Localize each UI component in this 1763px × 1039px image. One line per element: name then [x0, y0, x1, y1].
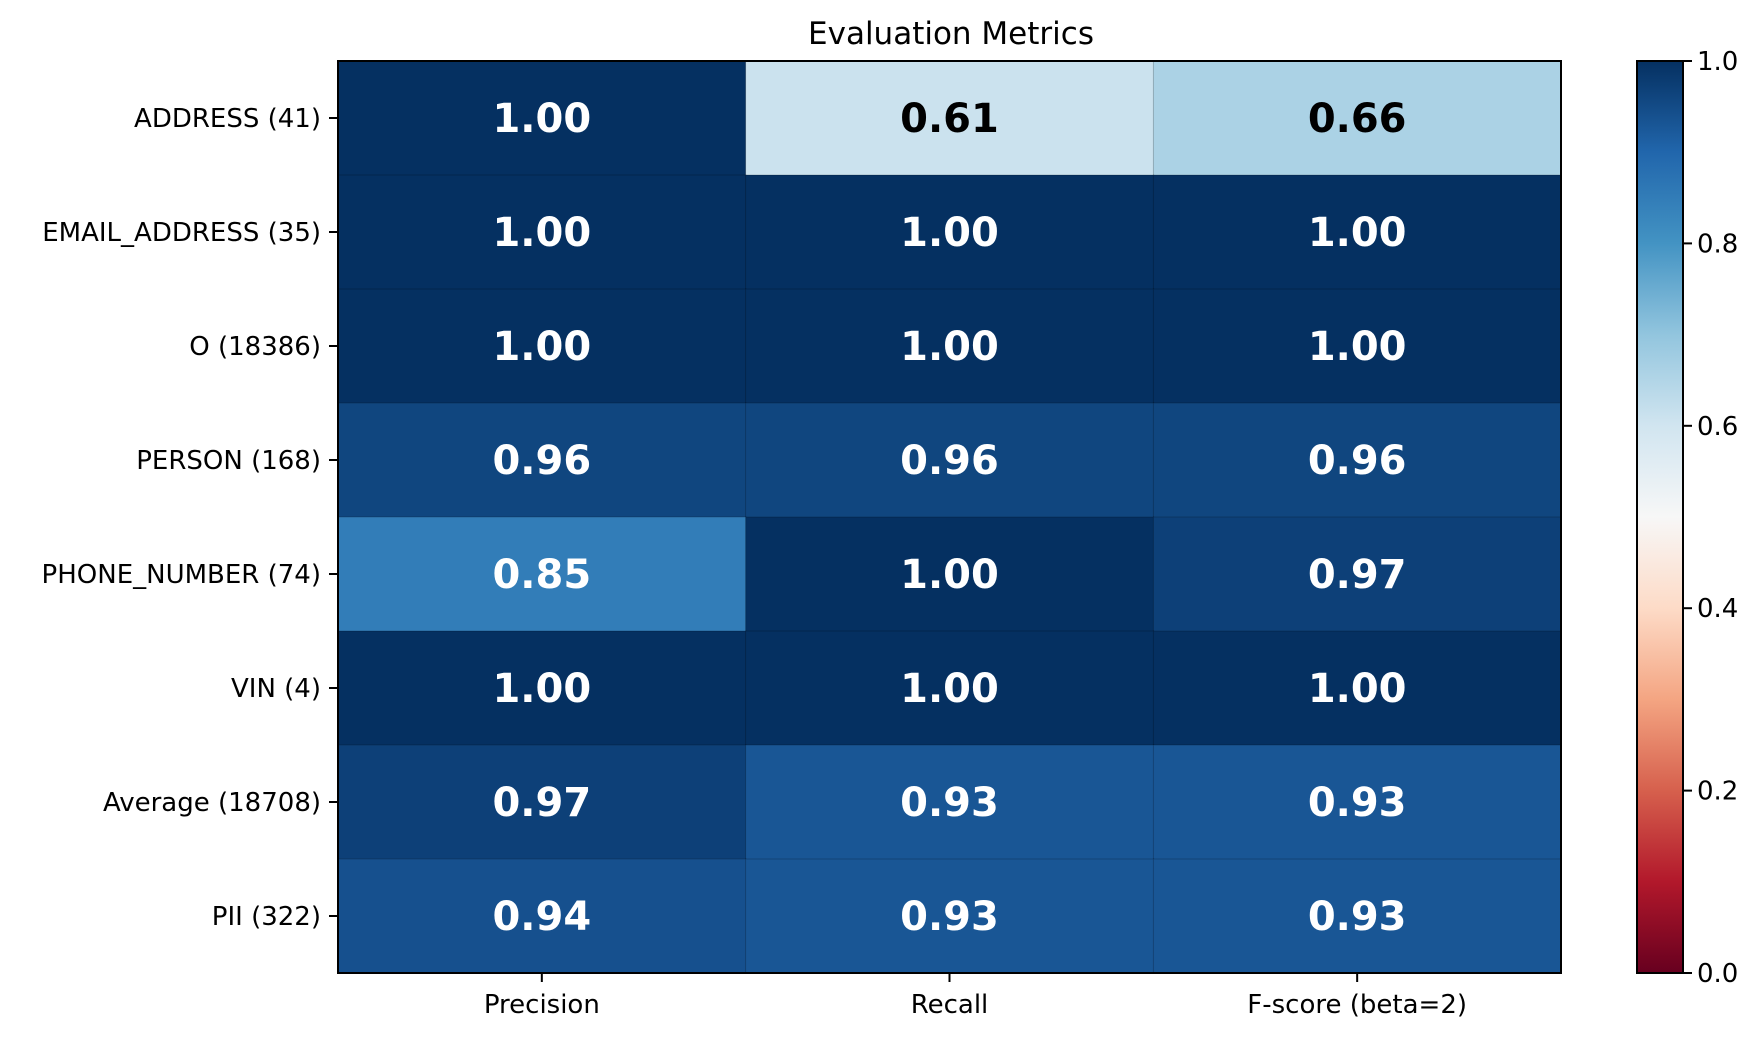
colorbar-frame	[1636, 60, 1684, 974]
heatmap-cell	[1152, 630, 1562, 746]
colorbar-tick-label: 0.8	[1697, 229, 1738, 259]
y-tick-label: O (18386)	[189, 332, 321, 362]
cell-value-label: 0.61	[900, 96, 999, 142]
chart-title: Evaluation Metrics	[808, 16, 1094, 52]
y-tick-label: PERSON (168)	[136, 446, 321, 476]
y-tick-label: ADDRESS (41)	[134, 104, 321, 134]
colorbar-tick-label: 0.4	[1697, 594, 1738, 624]
heatmap-cell	[745, 630, 1155, 746]
heatmap-cell	[745, 744, 1155, 860]
colorbar-ticks: 0.0 0.2 0.4 0.6 0.8 1.0	[1683, 47, 1738, 989]
cell-value-label: 1.00	[492, 210, 591, 256]
x-tick-label: Precision	[484, 990, 600, 1020]
x-tick-label: Recall	[911, 990, 989, 1020]
cell-value-label: 0.94	[492, 894, 591, 940]
y-tick-label: EMAIL_ADDRESS (35)	[42, 218, 321, 248]
heatmap-cell	[337, 516, 747, 632]
heatmap-cell	[1152, 174, 1562, 290]
cell-value-label: 1.00	[900, 324, 999, 370]
colorbar-gradient	[1637, 61, 1683, 973]
colorbar-tick-label: 1.0	[1697, 47, 1738, 77]
cell-value-label: 0.97	[1308, 552, 1407, 598]
cell-value-label: 0.93	[1308, 894, 1407, 940]
heatmap-cell	[337, 288, 747, 404]
heatmap-cells	[337, 60, 1562, 974]
colorbar-tick-label: 0.0	[1697, 959, 1738, 989]
heatmap-cell	[337, 858, 747, 974]
colorbar: 0.0 0.2 0.4 0.6 0.8 1.0	[1636, 47, 1738, 989]
heatmap-cell	[337, 60, 747, 176]
cell-value-label: 0.97	[492, 780, 591, 826]
colorbar-tick-label: 0.2	[1697, 777, 1738, 807]
heatmap-cell	[337, 174, 747, 290]
cell-value-label: 1.00	[900, 210, 999, 256]
y-tick-label: PII (322)	[212, 902, 321, 932]
y-tick-label: PHONE_NUMBER (74)	[42, 560, 321, 590]
x-axis-ticks: Precision Recall F-score (beta=2)	[484, 973, 1467, 1020]
heatmap-cell	[745, 174, 1155, 290]
heatmap-cell	[745, 858, 1155, 974]
cell-value-label: 0.93	[900, 780, 999, 826]
cell-value-label: 1.00	[1308, 324, 1407, 370]
cell-value-label: 1.00	[492, 324, 591, 370]
cell-value-label: 0.96	[1308, 438, 1407, 484]
cell-value-label: 1.00	[900, 666, 999, 712]
cell-value-label: 1.00	[492, 666, 591, 712]
heatmap-cell	[745, 60, 1155, 176]
heatmap-cell	[1152, 516, 1562, 632]
cell-value-label: 0.66	[1308, 96, 1407, 142]
heatmap-cell	[745, 288, 1155, 404]
cell-value-label: 0.93	[1308, 780, 1407, 826]
y-axis-ticks: ADDRESS (41) EMAIL_ADDRESS (35) O (18386) P…	[42, 104, 338, 932]
heatmap-cell	[1152, 402, 1562, 518]
y-tick-label: Average (18708)	[103, 788, 321, 818]
cell-value-label: 1.00	[492, 96, 591, 142]
cell-value-label: 0.96	[492, 438, 591, 484]
x-tick-label: F-score (beta=2)	[1247, 990, 1467, 1020]
y-tick-label: VIN (4)	[231, 674, 321, 704]
cell-value-label: 0.85	[492, 552, 591, 598]
cell-value-label: 0.96	[900, 438, 999, 484]
heatmap-cell-labels: 1.00 0.61 0.66 1.00 1.00 1.00 1.00 1.00 1.00 0.96…	[492, 96, 1406, 940]
heatmap-cell	[1152, 744, 1562, 860]
colorbar-tick-label: 0.6	[1697, 412, 1738, 442]
heatmap-cell	[337, 402, 747, 518]
cell-value-label: 1.00	[1308, 210, 1407, 256]
cell-value-label: 1.00	[900, 552, 999, 598]
heatmap-cell	[745, 516, 1155, 632]
cell-value-label: 1.00	[1308, 666, 1407, 712]
cell-value-label: 0.93	[900, 894, 999, 940]
heatmap-cell	[337, 744, 747, 860]
